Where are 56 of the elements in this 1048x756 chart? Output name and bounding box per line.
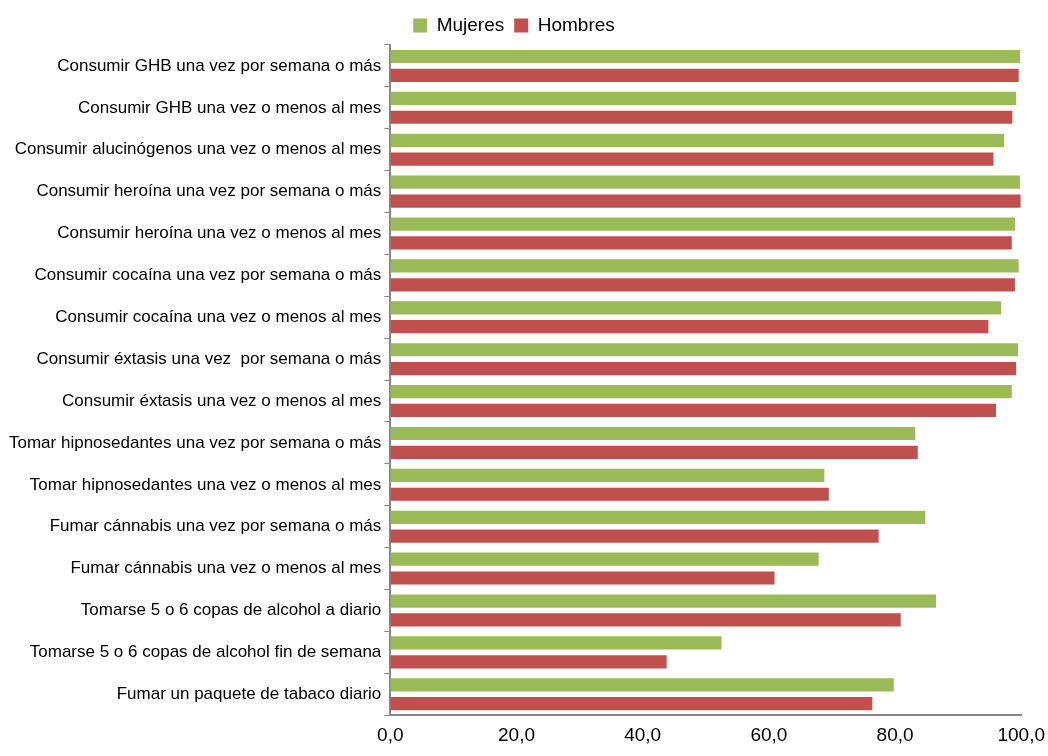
y-tick-label: Consumir GHB una vez o menos al mes	[78, 97, 382, 117]
legend-label: Mujeres	[436, 13, 505, 35]
bar	[390, 571, 775, 585]
bar	[390, 403, 996, 418]
bar	[390, 445, 918, 459]
y-tick-label: Fumar cánnabis una vez o menos al mes	[70, 558, 382, 578]
bar	[390, 594, 937, 608]
y-tick-label: Fumar cánnabis una vez por semana o más	[49, 516, 382, 536]
bar	[390, 91, 1017, 105]
bar	[390, 110, 1013, 124]
bar	[390, 487, 829, 501]
bar	[390, 152, 994, 166]
bar	[390, 217, 1015, 231]
bar	[390, 301, 1002, 315]
bar	[390, 49, 1020, 64]
bar	[390, 655, 667, 669]
x-tick-label: 80,0	[876, 723, 914, 745]
bar	[390, 385, 1012, 399]
y-tick-label: Fumar un paquete de tabaco diario	[116, 683, 382, 703]
y-tick-label: Consumir heroína una vez por semana o más	[36, 181, 382, 201]
bar	[390, 552, 819, 566]
y-tick-label: Consumir GHB una vez por semana o más	[57, 55, 382, 75]
bar	[390, 510, 926, 524]
x-tick-label: 20,0	[498, 723, 535, 745]
x-tick-label: 0,0	[377, 723, 404, 745]
x-tick-label: 60,0	[750, 723, 788, 745]
bar	[390, 678, 894, 692]
bar	[390, 361, 1017, 376]
bar	[390, 194, 1021, 208]
bar	[390, 636, 722, 650]
y-tick-label: Consumir éxtasis una vez por semana o más	[36, 348, 382, 368]
x-tick-label: 40,0	[624, 723, 662, 745]
bar	[390, 278, 1015, 292]
bar	[390, 426, 916, 441]
bar	[390, 175, 1020, 189]
y-tick-label: Consumir cocaína una vez por semana o más	[34, 265, 382, 285]
y-tick-label: Consumir éxtasis una vez o menos al mes	[61, 390, 382, 410]
bar	[390, 468, 825, 482]
bar	[390, 259, 1019, 273]
y-tick-label: Consumir cocaína una vez o menos al mes	[55, 306, 382, 326]
bar	[390, 320, 989, 334]
bar	[390, 613, 901, 627]
bar	[390, 697, 873, 711]
y-tick-label: Tomar hipnosedantes una vez por semana o más	[9, 432, 382, 452]
y-tick-label: Tomarse 5 o 6 copas de alcohol a diario	[80, 600, 382, 620]
y-tick-label: Tomarse 5 o 6 copas de alcohol fin de semana	[29, 642, 382, 662]
bar	[390, 236, 1012, 250]
bar	[390, 68, 1019, 82]
bar	[390, 133, 1005, 147]
y-tick-label: Consumir heroína una vez o menos al mes	[57, 223, 382, 243]
bar	[390, 529, 879, 543]
y-tick-label: Consumir alucinógenos una vez o menos al mes	[14, 139, 382, 159]
bar	[390, 343, 1019, 357]
legend-label: Hombres	[537, 13, 615, 35]
x-tick-label: 100,0	[997, 723, 1045, 745]
y-tick-label: Tomar hipnosedantes una vez o menos al mes	[29, 474, 382, 494]
